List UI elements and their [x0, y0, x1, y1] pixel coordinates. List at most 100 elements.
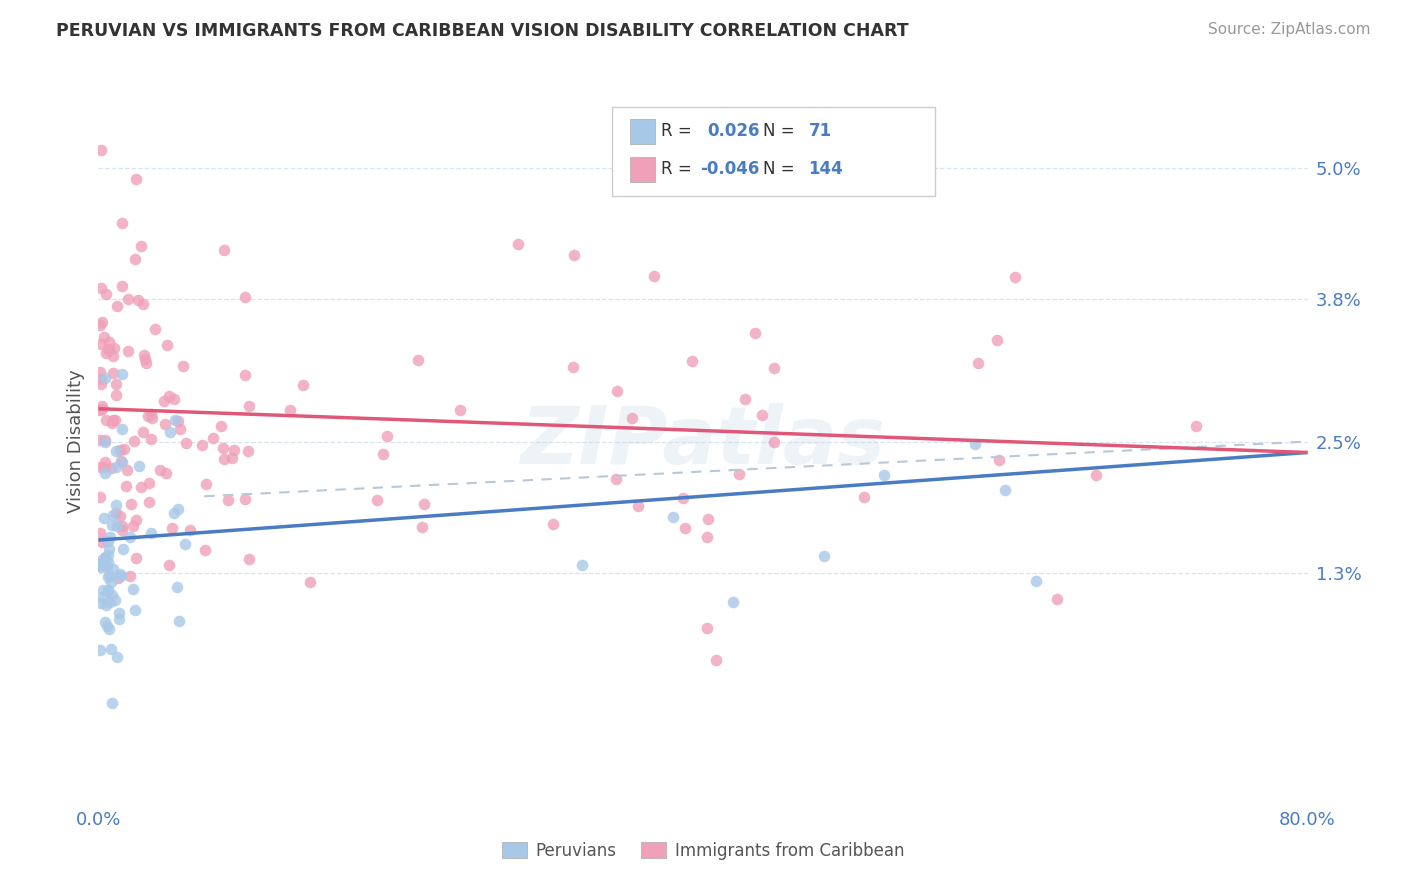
Peruvians — [97, 569, 120, 583]
Immigrants from Caribbean — [134, 351, 156, 366]
Immigrants from Caribbean — [145, 321, 167, 335]
Immigrants from Caribbean — [734, 392, 756, 406]
Immigrants from Caribbean — [627, 499, 650, 513]
Immigrants from Caribbean — [91, 534, 114, 549]
Immigrants from Caribbean — [89, 365, 111, 379]
Immigrants from Caribbean — [762, 434, 785, 449]
Immigrants from Caribbean — [89, 490, 111, 504]
Text: 71: 71 — [808, 122, 831, 140]
Immigrants from Caribbean — [90, 143, 112, 157]
Peruvians — [111, 541, 134, 556]
Immigrants from Caribbean — [132, 296, 155, 310]
Peruvians — [111, 455, 134, 469]
Immigrants from Caribbean — [101, 416, 124, 430]
Immigrants from Caribbean — [132, 348, 155, 362]
Peruvians — [159, 425, 181, 440]
Immigrants from Caribbean — [366, 493, 388, 508]
Immigrants from Caribbean — [101, 349, 124, 363]
Immigrants from Caribbean — [94, 413, 117, 427]
Immigrants from Caribbean — [605, 472, 627, 486]
Peruvians — [97, 583, 120, 598]
Immigrants from Caribbean — [94, 346, 117, 360]
Peruvians — [94, 558, 117, 573]
Peruvians — [104, 498, 127, 512]
Peruvians — [108, 567, 131, 582]
Immigrants from Caribbean — [167, 414, 190, 428]
Immigrants from Caribbean — [221, 451, 243, 466]
Immigrants from Caribbean — [100, 460, 122, 475]
Peruvians — [94, 615, 117, 630]
Immigrants from Caribbean — [118, 569, 141, 583]
Immigrants from Caribbean — [90, 336, 112, 351]
Peruvians — [1024, 574, 1046, 588]
Peruvians — [105, 650, 128, 665]
Immigrants from Caribbean — [209, 418, 232, 433]
Peruvians — [90, 553, 112, 567]
Peruvians — [100, 641, 122, 656]
Peruvians — [108, 612, 131, 626]
Immigrants from Caribbean — [377, 428, 399, 442]
Immigrants from Caribbean — [153, 394, 176, 409]
Peruvians — [994, 483, 1017, 497]
Text: Source: ZipAtlas.com: Source: ZipAtlas.com — [1208, 22, 1371, 37]
Immigrants from Caribbean — [202, 431, 225, 445]
Text: ZIPatlas: ZIPatlas — [520, 402, 886, 481]
Immigrants from Caribbean — [212, 243, 235, 257]
Immigrants from Caribbean — [111, 279, 134, 293]
Immigrants from Caribbean — [124, 513, 146, 527]
Immigrants from Caribbean — [127, 293, 149, 308]
Immigrants from Caribbean — [751, 408, 773, 422]
Immigrants from Caribbean — [155, 466, 177, 480]
Immigrants from Caribbean — [561, 359, 583, 374]
Immigrants from Caribbean — [107, 571, 129, 585]
Immigrants from Caribbean — [172, 359, 194, 373]
Immigrants from Caribbean — [89, 526, 111, 541]
Immigrants from Caribbean — [117, 344, 139, 359]
Peruvians — [166, 580, 188, 594]
Immigrants from Caribbean — [91, 315, 114, 329]
Immigrants from Caribbean — [562, 248, 585, 262]
Immigrants from Caribbean — [673, 521, 696, 535]
Immigrants from Caribbean — [217, 492, 239, 507]
Immigrants from Caribbean — [1004, 270, 1026, 285]
Immigrants from Caribbean — [90, 281, 112, 295]
Peruvians — [165, 413, 187, 427]
Immigrants from Caribbean — [157, 558, 180, 572]
Immigrants from Caribbean — [93, 433, 115, 447]
Immigrants from Caribbean — [138, 476, 160, 491]
Peruvians — [111, 367, 134, 381]
Peruvians — [167, 614, 190, 628]
Immigrants from Caribbean — [105, 299, 128, 313]
Immigrants from Caribbean — [104, 506, 127, 520]
Peruvians — [873, 468, 896, 483]
Immigrants from Caribbean — [408, 352, 430, 367]
Immigrants from Caribbean — [174, 436, 197, 450]
Immigrants from Caribbean — [696, 621, 718, 635]
Immigrants from Caribbean — [697, 512, 720, 526]
Text: R =: R = — [661, 161, 692, 178]
Immigrants from Caribbean — [238, 400, 260, 414]
Text: N =: N = — [763, 122, 794, 140]
Immigrants from Caribbean — [135, 356, 157, 370]
Immigrants from Caribbean — [169, 421, 191, 435]
Peruvians — [163, 506, 186, 520]
Peruvians — [661, 509, 683, 524]
Peruvians — [90, 560, 112, 574]
Immigrants from Caribbean — [411, 520, 433, 534]
Peruvians — [965, 437, 987, 451]
Peruvians — [91, 590, 114, 604]
Peruvians — [121, 582, 143, 596]
Immigrants from Caribbean — [233, 368, 256, 382]
Immigrants from Caribbean — [238, 552, 260, 566]
Peruvians — [94, 550, 117, 565]
Peruvians — [97, 548, 120, 562]
Peruvians — [571, 558, 593, 573]
Immigrants from Caribbean — [160, 520, 183, 534]
Immigrants from Caribbean — [671, 491, 693, 505]
Immigrants from Caribbean — [129, 480, 152, 494]
Peruvians — [94, 550, 117, 565]
Peruvians — [91, 583, 114, 598]
Immigrants from Caribbean — [412, 497, 434, 511]
Peruvians — [100, 518, 122, 533]
Immigrants from Caribbean — [91, 399, 114, 413]
